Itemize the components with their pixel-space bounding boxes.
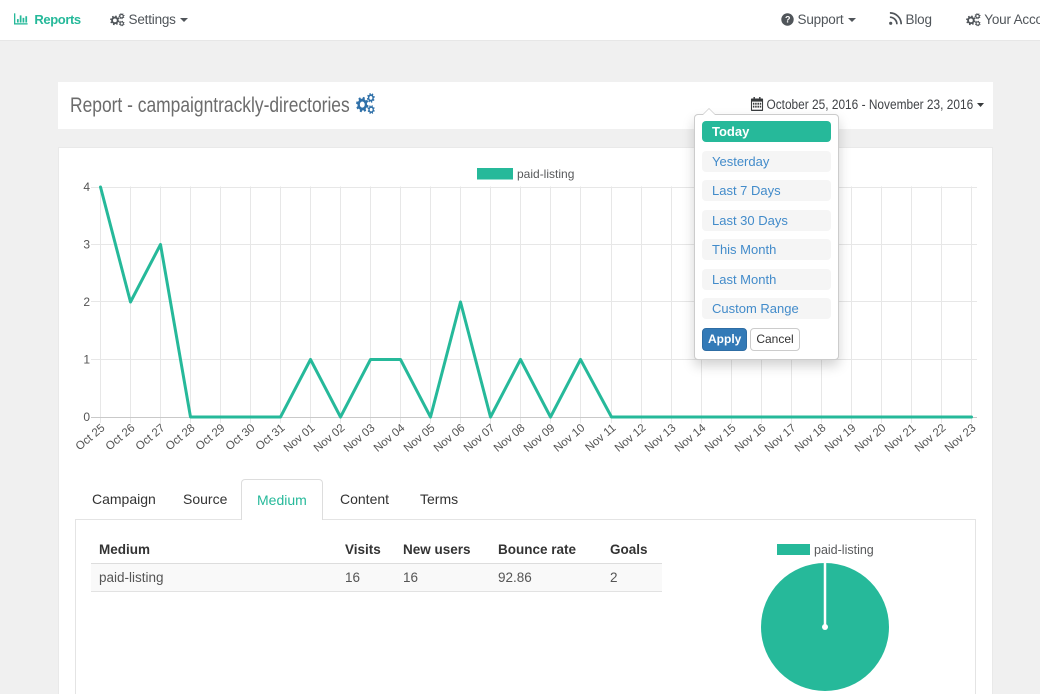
svg-text:Oct 25: Oct 25 bbox=[74, 422, 108, 453]
svg-text:Nov 14: Nov 14 bbox=[673, 422, 709, 455]
svg-text:Nov 21: Nov 21 bbox=[883, 422, 919, 455]
svg-text:Nov 13: Nov 13 bbox=[643, 422, 679, 455]
svg-text:Nov 16: Nov 16 bbox=[733, 422, 769, 455]
svg-text:paid-listing: paid-listing bbox=[814, 543, 874, 557]
svg-text:Oct 31: Oct 31 bbox=[254, 422, 288, 453]
svg-text:0: 0 bbox=[83, 410, 90, 424]
svg-text:Nov 12: Nov 12 bbox=[613, 422, 649, 455]
svg-text:3: 3 bbox=[83, 238, 90, 252]
svg-text:Nov 08: Nov 08 bbox=[492, 422, 528, 455]
svg-text:Nov 09: Nov 09 bbox=[522, 422, 558, 455]
svg-text:Nov 11: Nov 11 bbox=[583, 422, 618, 454]
svg-text:Nov 19: Nov 19 bbox=[823, 422, 859, 455]
svg-text:Nov 01: Nov 01 bbox=[282, 422, 318, 455]
svg-text:Nov 20: Nov 20 bbox=[853, 422, 889, 455]
svg-text:Nov 22: Nov 22 bbox=[913, 422, 949, 455]
svg-text:Nov 17: Nov 17 bbox=[763, 422, 799, 455]
svg-text:Nov 18: Nov 18 bbox=[793, 422, 829, 455]
svg-text:?: ? bbox=[785, 15, 790, 25]
svg-text:Nov 05: Nov 05 bbox=[402, 422, 438, 455]
svg-text:Nov 23: Nov 23 bbox=[943, 422, 979, 455]
svg-text:Nov 06: Nov 06 bbox=[432, 422, 468, 455]
svg-text:2: 2 bbox=[83, 295, 90, 309]
svg-text:Nov 02: Nov 02 bbox=[312, 422, 348, 455]
svg-text:Nov 07: Nov 07 bbox=[462, 422, 498, 455]
svg-text:paid-listing: paid-listing bbox=[517, 167, 574, 181]
svg-text:Nov 10: Nov 10 bbox=[552, 422, 588, 455]
svg-text:Oct 27: Oct 27 bbox=[134, 422, 168, 453]
svg-text:Oct 30: Oct 30 bbox=[224, 422, 258, 453]
svg-text:4: 4 bbox=[83, 180, 90, 194]
svg-text:Nov 03: Nov 03 bbox=[342, 422, 378, 455]
svg-text:Oct 29: Oct 29 bbox=[194, 422, 228, 453]
svg-text:1: 1 bbox=[83, 353, 90, 367]
svg-text:Nov 04: Nov 04 bbox=[372, 422, 408, 455]
svg-text:Oct 28: Oct 28 bbox=[164, 422, 198, 453]
svg-text:Oct 26: Oct 26 bbox=[104, 422, 138, 453]
svg-text:Nov 15: Nov 15 bbox=[703, 422, 739, 455]
